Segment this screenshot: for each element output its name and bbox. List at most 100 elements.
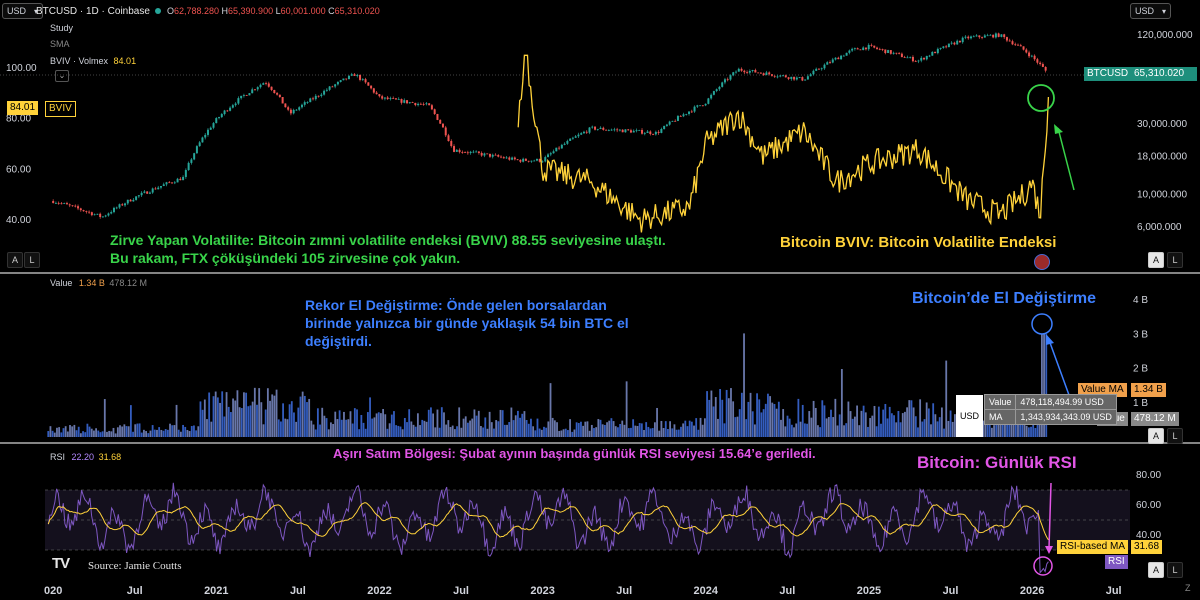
study-label[interactable]: Study xyxy=(50,23,74,33)
volume-bar xyxy=(893,415,895,437)
volume-bar xyxy=(577,423,580,437)
price-candle xyxy=(251,89,254,94)
volume-bar xyxy=(245,392,248,437)
price-candle xyxy=(635,130,638,132)
price-candle xyxy=(524,158,527,161)
volume-bar xyxy=(386,428,389,437)
price-candle xyxy=(900,53,903,58)
volume-bar xyxy=(617,427,619,437)
rsi-legend[interactable]: RSI 22.20 31.68 xyxy=(50,451,121,463)
volume-bar xyxy=(564,428,567,437)
price-candle xyxy=(723,79,726,83)
volume-bar xyxy=(990,427,993,437)
volume-bar xyxy=(466,422,469,437)
flag-icon[interactable] xyxy=(1034,254,1050,270)
volume-bar xyxy=(60,432,63,437)
volume-bar xyxy=(954,414,956,437)
volume-bar xyxy=(660,420,663,437)
volume-bar xyxy=(112,427,115,437)
log-scale-volume-button[interactable]: L xyxy=(1167,428,1183,444)
volume-bar xyxy=(551,417,554,437)
volume-bar xyxy=(636,426,639,437)
volume-bar xyxy=(349,411,352,437)
price-candle xyxy=(347,75,350,80)
price-candle xyxy=(881,49,884,51)
auto-scale-left-button[interactable]: A xyxy=(7,252,23,268)
price-candle xyxy=(870,44,873,46)
price-candle xyxy=(649,131,652,135)
axis-labels: 120,000.000 30,000.000 18,000.000 10,000.00… xyxy=(6,30,1193,597)
volume-bar xyxy=(786,415,789,437)
volume-bar xyxy=(875,426,878,437)
volume-bar xyxy=(406,422,408,437)
price-candle xyxy=(234,103,237,106)
price-candle xyxy=(190,159,193,163)
price-candle xyxy=(685,113,688,115)
price-candle xyxy=(613,129,616,131)
volume-bar xyxy=(506,424,508,437)
volume-bar xyxy=(697,429,700,437)
price-candle xyxy=(674,120,677,122)
volume-bar xyxy=(799,421,802,437)
currency-select[interactable]: USD xyxy=(2,3,44,19)
volume-bar xyxy=(558,430,561,437)
x-tick-label: 020 xyxy=(44,585,62,597)
volume-bar xyxy=(656,407,658,437)
price-candle xyxy=(856,48,859,50)
price-candle xyxy=(759,72,762,74)
price-candle xyxy=(679,116,682,117)
price-candle xyxy=(502,157,505,159)
price-candle xyxy=(895,52,898,54)
volume-bar xyxy=(817,425,819,437)
volume-bar xyxy=(619,423,621,437)
price-candle xyxy=(770,74,773,76)
volume-bar xyxy=(527,423,530,437)
tradingview-logo[interactable]: TV xyxy=(52,555,70,572)
volume-bar xyxy=(608,420,611,437)
volume-bar xyxy=(775,408,778,437)
volume-bar xyxy=(767,393,769,437)
volume-bar xyxy=(380,413,382,437)
btcusd-tag-value: 65,310.020 xyxy=(1131,67,1197,81)
price-candle xyxy=(563,143,566,145)
log-scale-left-button[interactable]: L xyxy=(24,252,40,268)
volume-bar xyxy=(93,430,95,437)
price-candle xyxy=(970,36,973,39)
price-candle xyxy=(425,103,428,105)
currency-select-right[interactable]: USD xyxy=(1130,3,1172,19)
price-candle xyxy=(768,72,771,75)
h-label: H xyxy=(221,6,229,16)
reset-zoom-button[interactable]: Z xyxy=(1185,583,1191,593)
volume-bar xyxy=(269,400,271,437)
sma-label[interactable]: SMA xyxy=(50,39,70,49)
auto-scale-rsi-button[interactable]: A xyxy=(1148,562,1164,578)
volume-bar xyxy=(284,418,287,437)
price-candle xyxy=(483,153,486,156)
price-candle xyxy=(334,84,337,87)
volume-bar xyxy=(680,426,682,437)
volume-bar xyxy=(343,411,345,437)
price-candle xyxy=(541,161,544,163)
volume-bar xyxy=(82,431,84,437)
log-scale-button[interactable]: L xyxy=(1167,252,1183,268)
volume-bar xyxy=(788,418,791,437)
bviv-legend[interactable]: BVIV · Volmex 84.01 xyxy=(50,55,136,67)
volume-bar xyxy=(777,401,780,437)
price-candle xyxy=(859,49,862,51)
log-scale-rsi-button[interactable]: L xyxy=(1167,562,1183,578)
value-legend[interactable]: Value 1.34 B 478.12 M xyxy=(50,277,147,289)
price-candle xyxy=(309,98,312,103)
table-cell-value: 1,343,934,343.09 USD xyxy=(1015,409,1117,425)
volume-bar xyxy=(727,398,730,437)
volume-bar xyxy=(756,393,758,437)
volume-bar xyxy=(675,429,678,437)
price-candle xyxy=(718,86,721,90)
price-candle xyxy=(96,213,99,215)
collapse-chevron-icon[interactable]: ⌄ xyxy=(55,70,69,82)
auto-scale-button[interactable]: A xyxy=(1148,252,1164,268)
auto-scale-volume-button[interactable]: A xyxy=(1148,428,1164,444)
volume-bar xyxy=(453,429,456,437)
volume-bar xyxy=(436,409,439,437)
volume-bar xyxy=(90,428,93,437)
price-candle xyxy=(707,98,710,104)
